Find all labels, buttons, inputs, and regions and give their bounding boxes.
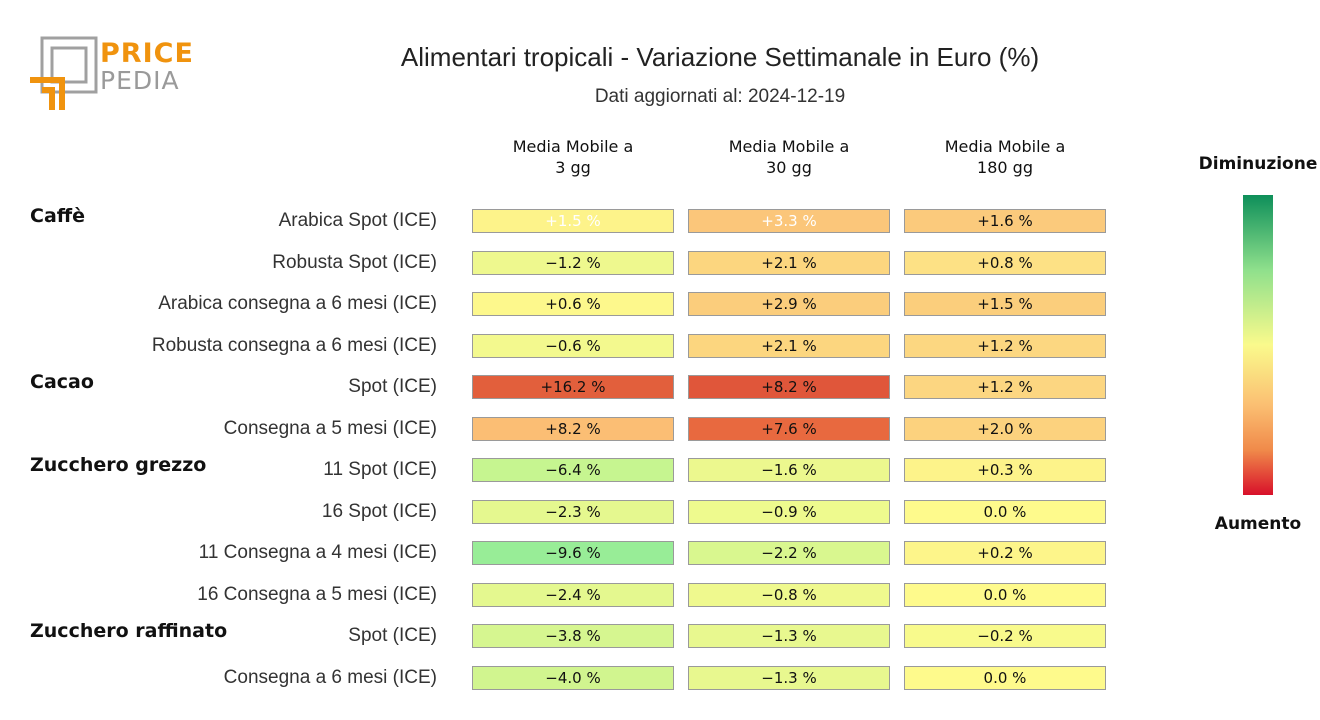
- row-label: Spot (ICE): [348, 625, 437, 646]
- row-label: Robusta consegna a 6 mesi (ICE): [151, 334, 437, 356]
- heatmap-cell: −9.6 %: [472, 541, 674, 565]
- row-label: Arabica Spot (ICE): [278, 210, 437, 231]
- row-label: Robusta Spot (ICE): [272, 251, 437, 273]
- heatmap-cell: −0.8 %: [688, 582, 890, 607]
- heatmap-cell: +7.6 %: [688, 416, 890, 441]
- heatmap-cell: +8.2 %: [688, 375, 890, 399]
- row-label: 11 Consegna a 4 mesi (ICE): [198, 542, 437, 563]
- column-header-180gg: Media Mobile a 180 gg: [944, 137, 1066, 177]
- heatmap-cell: 0.0 %: [904, 499, 1106, 524]
- heatmap-cell: +1.5 %: [904, 292, 1106, 316]
- heatmap-cell: −1.2 %: [472, 250, 674, 275]
- category-label: Zucchero raffinato: [30, 620, 228, 642]
- heatmap-cell: +1.2 %: [904, 375, 1106, 399]
- heatmap-cell: +1.2 %: [904, 333, 1106, 358]
- heatmap-cell: −2.4 %: [472, 582, 674, 607]
- legend-top-label: Diminuzione: [1198, 154, 1318, 174]
- heatmap-cell: +0.2 %: [904, 541, 1106, 565]
- heatmap-cell: +3.3 %: [688, 209, 890, 233]
- logo-text-pedia: PEDIA: [100, 66, 180, 95]
- logo-mark-icon: [30, 36, 98, 110]
- heatmap-cell: −0.2 %: [904, 624, 1106, 648]
- chart-title: Alimentari tropicali - Variazione Settim…: [400, 42, 1040, 72]
- heatmap-cell: +2.1 %: [688, 250, 890, 275]
- logo-text-price: PRICE: [100, 38, 194, 69]
- legend-bottom-label: Aumento: [1214, 514, 1302, 534]
- row-label: Arabica consegna a 6 mesi (ICE): [158, 293, 437, 314]
- category-label: Caffè: [30, 205, 86, 227]
- heatmap-cell: +2.1 %: [688, 333, 890, 358]
- legend-colorbar: [1243, 195, 1273, 495]
- heatmap-cell: +16.2 %: [472, 375, 674, 399]
- pricepedia-logo: PRICE PEDIA: [28, 36, 198, 112]
- heatmap-cell: −3.8 %: [472, 624, 674, 648]
- heatmap-cell: +8.2 %: [472, 416, 674, 441]
- heatmap-cell: +1.6 %: [904, 209, 1106, 233]
- heatmap-cell: −0.9 %: [688, 499, 890, 524]
- heatmap-cell: +0.3 %: [904, 458, 1106, 482]
- row-label: Spot (ICE): [348, 376, 437, 397]
- heatmap-cell: −2.2 %: [688, 541, 890, 565]
- heatmap-cell: −1.3 %: [688, 665, 890, 690]
- row-label: Consegna a 5 mesi (ICE): [223, 417, 437, 439]
- heatmap-cell: 0.0 %: [904, 665, 1106, 690]
- row-label: Consegna a 6 mesi (ICE): [223, 666, 437, 688]
- row-label: 16 Spot (ICE): [321, 500, 437, 522]
- heatmap-cell: −1.3 %: [688, 624, 890, 648]
- row-label: 11 Spot (ICE): [323, 459, 437, 480]
- heatmap-cell: +0.8 %: [904, 250, 1106, 275]
- heatmap-cell: −0.6 %: [472, 333, 674, 358]
- heatmap-cell: +2.0 %: [904, 416, 1106, 441]
- heatmap-cell: +2.9 %: [688, 292, 890, 316]
- heatmap-cell: −1.6 %: [688, 458, 890, 482]
- category-label: Zucchero grezzo: [30, 454, 207, 476]
- heatmap-cell: −6.4 %: [472, 458, 674, 482]
- heatmap-cell: +0.6 %: [472, 292, 674, 316]
- category-label: Cacao: [30, 371, 94, 393]
- heatmap-cell: −4.0 %: [472, 665, 674, 690]
- heatmap-cell: 0.0 %: [904, 582, 1106, 607]
- column-header-30gg: Media Mobile a 30 gg: [728, 137, 850, 177]
- heatmap-cell: −2.3 %: [472, 499, 674, 524]
- row-label: 16 Consegna a 5 mesi (ICE): [197, 583, 437, 605]
- chart-subtitle: Dati aggiornati al: 2024-12-19: [594, 86, 846, 107]
- heatmap-cell: +1.5 %: [472, 209, 674, 233]
